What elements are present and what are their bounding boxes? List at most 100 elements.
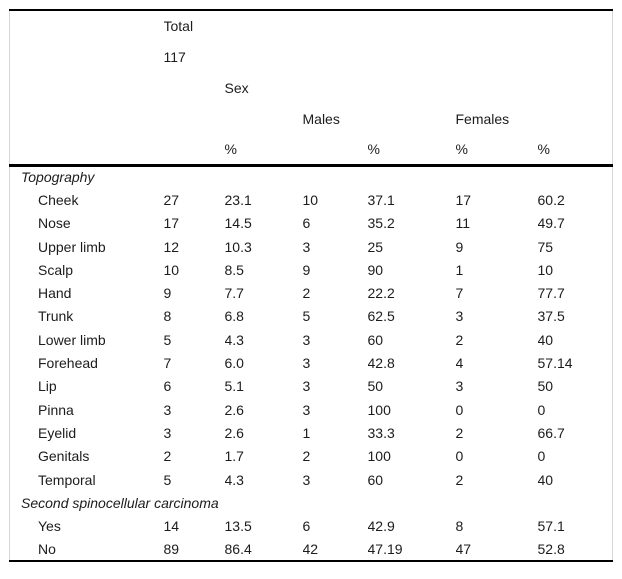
cell-females-pct: 50: [537, 378, 554, 395]
empty-cell: [10, 103, 303, 134]
cell-females-n: 8: [455, 518, 464, 535]
row-label: No: [38, 540, 56, 557]
males-header: Males: [302, 110, 340, 127]
table-row: Hand 9 7.7 2 22.2 7 77.7: [10, 281, 613, 304]
cell-total-n: 12: [163, 238, 180, 255]
sex-header: Sex: [224, 79, 249, 96]
table-row: Lip 6 5.1 3 50 3 50: [10, 375, 613, 398]
cell-males-pct: 47.19: [367, 540, 403, 557]
table-row: Eyelid 3 2.6 1 33.3 2 66.7: [10, 421, 613, 444]
cell-males-pct: 37.1: [367, 191, 395, 208]
cell-total-pct: 4.3: [224, 331, 244, 348]
empty-cell: [10, 134, 225, 165]
cell-males-n: 2: [302, 448, 311, 465]
row-label: Lower limb: [38, 331, 106, 348]
cell-females-n: 1: [455, 261, 464, 278]
row-label: Forehead: [38, 355, 98, 372]
row-label: Pinna: [38, 401, 74, 418]
cell-total-pct: 2.6: [224, 424, 244, 441]
table-row: Upper limb 12 10.3 3 25 9 75: [10, 235, 613, 258]
cell-females-n: 3: [455, 378, 464, 395]
cell-females-pct: 75: [537, 238, 554, 255]
percent-header-females-n: %: [455, 140, 468, 157]
row-label: Eyelid: [38, 424, 77, 441]
cell-males-pct: 62.5: [367, 308, 395, 325]
cell-total-pct: 5.1: [224, 378, 244, 395]
empty-cell: [225, 10, 613, 41]
cell-males-pct: 60: [367, 471, 384, 488]
cell-males-pct: 33.3: [367, 424, 395, 441]
empty-cell: [303, 134, 368, 165]
cell-females-n: 17: [455, 191, 472, 208]
cell-males-pct: 90: [367, 261, 384, 278]
empty-cell: [10, 41, 164, 72]
cell-females-pct: 52.8: [537, 540, 565, 557]
cell-females-pct: 37.5: [537, 308, 565, 325]
empty-cell: [10, 10, 164, 41]
cell-males-n: 3: [302, 355, 311, 372]
cell-females-pct: 0: [537, 448, 546, 465]
cell-total-pct: 23.1: [224, 191, 252, 208]
cell-females-n: 4: [455, 355, 464, 372]
empty-cell: [538, 103, 613, 134]
table-row: Lower limb 5 4.3 3 60 2 40: [10, 328, 613, 351]
cell-total-n: 10: [163, 261, 180, 278]
empty-cell: [303, 72, 613, 103]
cell-females-n: 0: [455, 448, 464, 465]
percent-header-total: %: [224, 140, 237, 157]
cell-total-n: 3: [163, 401, 172, 418]
cell-total-pct: 2.6: [224, 401, 244, 418]
row-label: Trunk: [38, 308, 74, 325]
cell-females-n: 3: [455, 308, 464, 325]
cell-females-n: 0: [455, 401, 464, 418]
row-label: Scalp: [38, 261, 74, 278]
cell-males-pct: 42.8: [367, 355, 395, 372]
cell-males-n: 5: [302, 308, 311, 325]
cell-males-pct: 60: [367, 331, 384, 348]
cell-total-n: 14: [163, 518, 180, 535]
table-row: Pinna 3 2.6 3 100 0 0: [10, 398, 613, 421]
cell-total-pct: 13.5: [224, 518, 252, 535]
cell-females-n: 47: [455, 540, 472, 557]
cell-total-pct: 7.7: [224, 285, 244, 302]
cell-total-n: 5: [163, 471, 172, 488]
empty-cell: [368, 103, 456, 134]
cell-females-n: 9: [455, 238, 464, 255]
header-row-sex: Sex: [10, 72, 613, 103]
cell-total-pct: 14.5: [224, 215, 252, 232]
cell-males-pct: 22.2: [367, 285, 395, 302]
row-label: Temporal: [38, 471, 96, 488]
table-header: Total 117 Sex Males Females: [9, 10, 613, 165]
total-header: Total: [163, 18, 194, 34]
header-row-total-label: Total: [10, 10, 613, 41]
cell-males-n: 6: [302, 518, 311, 535]
cell-females-pct: 66.7: [537, 424, 565, 441]
table-row: Genitals 2 1.7 2 100 0 0: [10, 445, 613, 468]
table-row: Trunk 8 6.8 5 62.5 3 37.5: [10, 305, 613, 328]
cell-total-n: 8: [163, 308, 172, 325]
row-label: Hand: [38, 285, 72, 302]
cell-females-n: 7: [455, 285, 464, 302]
statistics-table: Total 117 Sex Males Females: [9, 9, 614, 563]
cell-males-pct: 100: [367, 448, 391, 465]
row-label: Upper limb: [38, 238, 106, 255]
cell-total-n: 3: [163, 424, 172, 441]
cell-total-pct: 4.3: [224, 471, 244, 488]
table-row: Nose 17 14.5 6 35.2 11 49.7: [10, 212, 613, 235]
percent-header-males: %: [367, 140, 380, 157]
header-row-percent: % % % %: [10, 134, 613, 165]
table-row: Scalp 10 8.5 9 90 1 10: [10, 258, 613, 281]
cell-males-pct: 25: [367, 238, 384, 255]
cell-total-n: 89: [163, 540, 180, 557]
cell-total-n: 7: [163, 355, 172, 372]
empty-cell: [10, 72, 225, 103]
total-value: 117: [163, 48, 186, 65]
cell-females-pct: 40: [537, 331, 554, 348]
cell-males-pct: 100: [367, 401, 391, 418]
cell-females-pct: 10: [537, 261, 554, 278]
section-title: Topography: [21, 169, 95, 186]
cell-males-n: 3: [302, 378, 311, 395]
cell-females-pct: 49.7: [537, 215, 565, 232]
cell-females-n: 11: [455, 215, 471, 232]
cell-females-pct: 40: [537, 471, 554, 488]
